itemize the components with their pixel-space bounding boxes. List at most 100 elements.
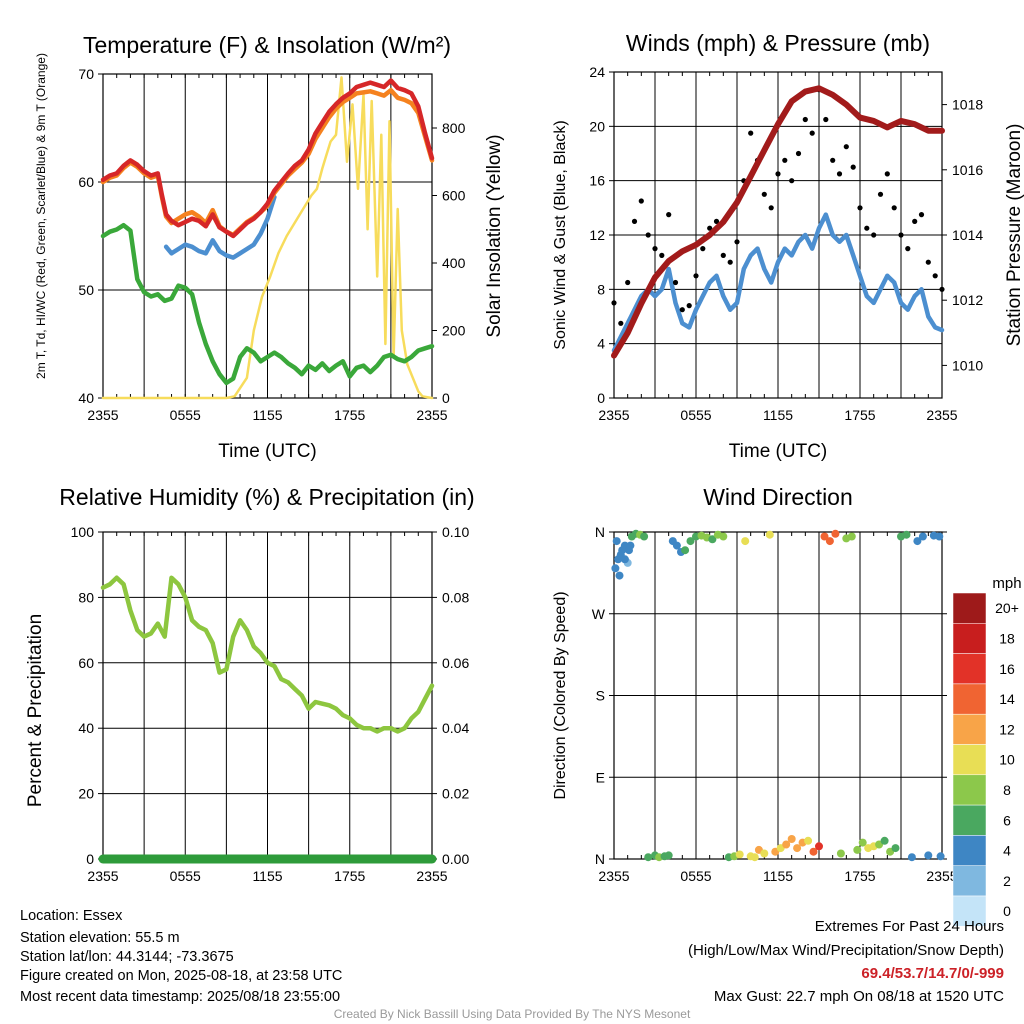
wind-speed-legend-label: 20+ [995,600,1019,616]
wind-direction-point [620,555,629,564]
wind-gust-point [795,150,802,157]
temperature-y2-tick-label: 200 [442,323,466,339]
temperature-series-solar [101,76,434,400]
wind-direction-point [858,838,867,847]
wind-gust-point [775,171,781,177]
wind-direction-point [644,853,653,862]
wind-direction-y-axis-label: Direction (Colored By Speed) [552,591,569,799]
wind-speed-legend-label: 12 [999,721,1015,737]
temperature-panel: 2355 0555 1155 1755 2355 Temperature (F) & In… [34,32,505,462]
wind-gust-point [713,218,720,224]
wind-gust-point [707,225,713,231]
rh-x-tick-label: 0555 [170,868,201,884]
wind-gust-point [672,279,679,286]
wind-speed-legend-label: 6 [1003,812,1011,828]
wind-speed-legend-swatch [952,804,987,836]
wind-speed-legend-label: 2 [1003,873,1011,889]
wind-gust-point [618,320,624,326]
wind_direction-x-tick-label: 1155 [763,868,793,884]
wind-gust-point [761,191,767,197]
credit-text: Created By Nick Bassill Using Data Provi… [333,1007,691,1021]
temperature-x-axis-label: Time (UTC) [218,441,317,462]
temperature-x-tick-label: 2355 [416,407,447,423]
rh-y2-tick-label: 0.02 [442,786,469,802]
rh-y-tick-label: 60 [78,655,94,671]
wind-direction-point [935,532,944,541]
wind-x-tick-label: 2355 [926,407,957,423]
wind-direction-point [918,532,927,541]
temperature-y2-axis-label: Solar Insolation (Yellow) [484,134,505,337]
wind-gust-point [631,218,638,224]
wind-speed-legend-label: 10 [999,752,1015,768]
wind-gust-point [905,246,911,252]
wind-direction-point [809,847,818,856]
wind-speed-legend-label: 14 [999,691,1015,707]
wind_direction-y-tick-label: W [592,606,606,622]
wind-direction-point [626,541,635,550]
wind-direction-point [735,850,744,859]
temperature-x-tick-label: 1755 [334,407,365,423]
wind-gust-point [645,232,651,238]
wind-gust-point [734,239,740,245]
wind_direction-y-tick-label: N [595,524,605,540]
wind-y2-tick-label: 1012 [952,292,983,308]
temperature-y-tick-label: 70 [78,66,94,82]
rh-y2-tick-label: 0.04 [442,720,469,736]
wind-direction-point [907,853,916,862]
temperature-y-tick-label: 60 [78,174,94,190]
temperature-series-hiwc [163,194,277,260]
wind-direction-point [787,835,796,843]
wind-gust-point [823,116,829,123]
max-gust-text: Max Gust: 22.7 mph On 08/18 at 1520 UTC [713,988,1004,1005]
wind-direction-point [615,571,624,580]
wind_direction-y-tick-label: E [596,769,605,785]
wind-x-tick-label: 1155 [763,407,793,423]
rh-series-humidity [100,575,435,734]
rh-y2-tick-label: 0.06 [442,655,469,671]
wind_direction-y-tick-label: N [595,851,605,867]
wind-y-tick-label: 8 [597,281,605,297]
wind-gust-point [898,232,904,238]
wind-direction-point [664,851,673,860]
wind-direction-point [793,844,802,853]
wind_direction-x-tick-label: 2355 [598,868,629,884]
temperature-title: Temperature (F) & Insolation (W/m²) [83,32,451,58]
wind-speed-legend-swatch [952,623,987,654]
wind-direction-point [836,849,845,858]
wind-speed-legend-swatch [952,895,987,927]
wind-direction-point [760,849,769,858]
temperature-series-td [100,222,435,386]
humidity-panel: 2355 0555 1155 1755 2355 Relative Humidity (%… [25,484,475,884]
wind-speed-legend-label: 4 [1003,843,1011,859]
wind-direction-point [847,532,856,541]
recent-data-text: Most recent data timestamp: 2025/08/18 2… [20,989,341,1005]
rh-x-tick-label: 2355 [87,868,118,884]
wind-y-tick-label: 16 [589,173,605,189]
wind-direction-point [924,851,933,860]
wind-direction-panel: 2355 0555 1155 1755 2355 Wind Direction N E S W N D… [552,484,1022,927]
rh-y2-tick-label: 0.10 [442,524,469,540]
wind-series-pressure [611,85,945,359]
temperature-x-tick-label: 2355 [87,407,118,423]
rh-y-tick-label: 100 [71,524,95,540]
wind-gust-point [891,205,897,211]
wind-direction-point [686,537,695,546]
wind-gust-point [727,259,733,265]
wind-direction-point [618,546,627,555]
wind-speed-legend-swatch [952,865,987,897]
extremes-subtitle: (High/Low/Max Wind/Precipitation/Snow De… [688,942,1004,959]
wind-gust-point [857,205,863,211]
wind-direction-point [820,532,829,541]
wind-direction-point [902,530,911,539]
wind-gust-point [782,157,788,163]
wind-gust-point [666,212,672,218]
wind-direction-point [782,840,791,849]
wind-gust-point [700,246,706,252]
wind-gust-point [850,164,856,170]
wind-gust-point [871,232,877,238]
temperature-x-tick-label: 1155 [252,407,282,423]
rh-y-tick-label: 20 [78,786,94,802]
rh-y-tick-label: 40 [78,720,94,736]
temperature-y2-tick-label: 600 [442,188,466,204]
wind-speed-legend-label: 0 [1003,903,1011,919]
